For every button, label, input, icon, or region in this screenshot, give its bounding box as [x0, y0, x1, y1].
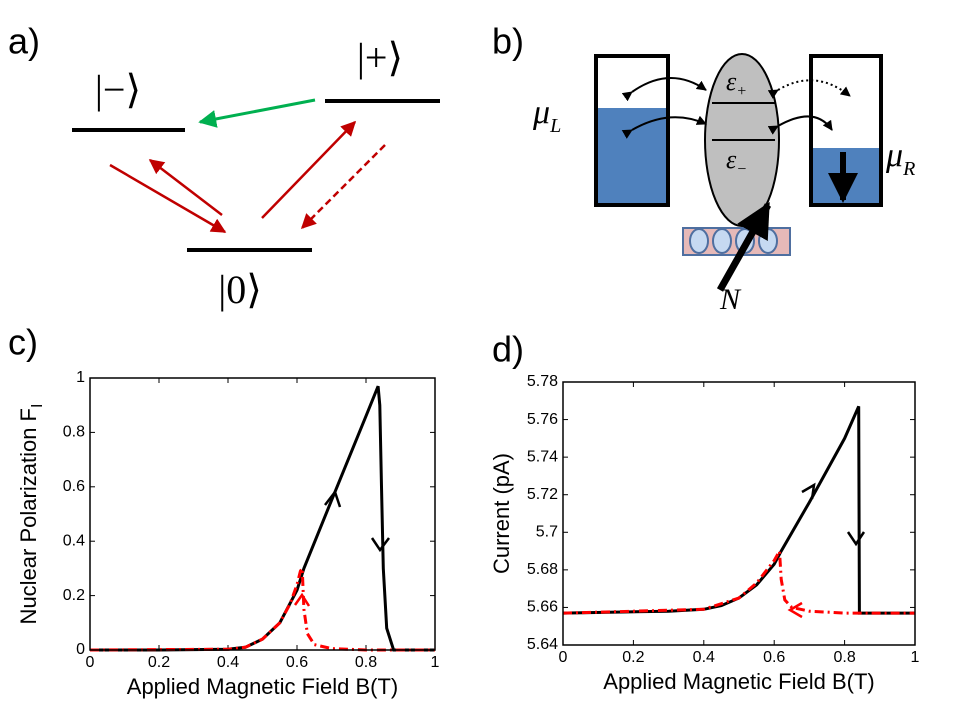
y-tick-label: 5.74 [527, 448, 558, 465]
y-axis-label: Nuclear Polarization FI [16, 404, 46, 625]
level-label: ε− [726, 145, 747, 178]
x-tick-label: 0.4 [693, 649, 715, 666]
x-tick-label: 0.6 [286, 654, 308, 671]
transition-arrow [198, 98, 316, 128]
symbol: μ [532, 94, 550, 131]
y-tick-label: 5.7 [536, 524, 558, 541]
x-tick-label: 0.6 [763, 649, 785, 666]
x-axis-label: Applied Magnetic Field B(T) [603, 669, 874, 694]
level-label: |+⟩ [357, 35, 403, 80]
data-line [90, 385, 435, 652]
plot-frame [89, 377, 436, 651]
direction-markers [293, 482, 866, 619]
y-tick-label: 5.72 [527, 486, 558, 503]
x-tick-label: 0.8 [833, 649, 855, 666]
y-axis-label-text: Current (pA) [489, 453, 514, 574]
subscript: + [736, 83, 747, 100]
transition-arrow [261, 120, 357, 219]
symbol: ε [726, 67, 737, 96]
subscript: L [549, 115, 561, 137]
y-tick-label: 0.6 [63, 478, 85, 495]
panel-label: a) [8, 21, 40, 62]
x-tick-label: 1 [911, 649, 920, 666]
y-tick-label: 5.64 [527, 636, 558, 653]
panel-label: b) [492, 21, 524, 62]
panel-label: c) [8, 322, 38, 363]
y-tick-label: 5.78 [527, 373, 558, 390]
x-tick-label: 0.2 [622, 649, 644, 666]
fermi-sea [596, 108, 668, 205]
y-axis-label-text: Nuclear Polarization F [16, 408, 41, 624]
chemical-potential: μL [532, 94, 561, 137]
y-axis-label: Current (pA) [489, 453, 514, 574]
data-line [562, 545, 915, 615]
tunnel-arrow [767, 115, 833, 135]
symbol: μ [885, 137, 903, 174]
y-tick-label: 5.76 [527, 411, 558, 428]
field-arrow [716, 201, 772, 292]
y-tick-label: 5.68 [527, 561, 558, 578]
x-tick-label: 0 [86, 654, 95, 671]
tunnel-arrow [767, 79, 851, 99]
x-tick-label: 0.4 [217, 654, 239, 671]
x-tick-label: 1 [431, 654, 440, 671]
tunnel-arrow [621, 115, 707, 139]
panel-label: d) [492, 329, 524, 370]
transition-arrow [109, 163, 227, 234]
plot-frame [562, 381, 916, 646]
nuclei-label: N [719, 283, 742, 316]
subscript: R [902, 158, 915, 180]
data-line [89, 563, 435, 652]
panel-a: a) |−⟩ |+⟩ |0⟩ [8, 21, 440, 312]
transition-arrow [300, 144, 386, 230]
level-label: ε+ [726, 67, 747, 100]
y-axis-label-subscript: I [29, 404, 46, 408]
chemical-potential: μR [885, 137, 915, 180]
x-tick-label: 0.2 [148, 654, 170, 671]
symbol: ε [726, 145, 737, 174]
y-tick-label: 1 [76, 369, 85, 386]
x-axis-label: Applied Magnetic Field B(T) [127, 674, 398, 699]
y-tick-label: 0 [76, 641, 85, 658]
y-tick-label: 0.2 [63, 587, 85, 604]
subscript: − [736, 161, 747, 178]
y-tick-label: 5.66 [527, 599, 558, 616]
x-tick-label: 0.8 [355, 654, 377, 671]
y-tick-label: 0.8 [63, 424, 85, 441]
level-label: |0⟩ [218, 267, 262, 312]
level-label: |−⟩ [95, 67, 141, 112]
x-tick-label: 0 [559, 649, 568, 666]
panel-b: b) ε+ ε− μL μR N [492, 21, 915, 316]
y-tick-label: 0.4 [63, 532, 85, 549]
data-line [562, 405, 915, 615]
transition-arrow [148, 159, 223, 216]
tunnel-arrow [621, 77, 707, 102]
